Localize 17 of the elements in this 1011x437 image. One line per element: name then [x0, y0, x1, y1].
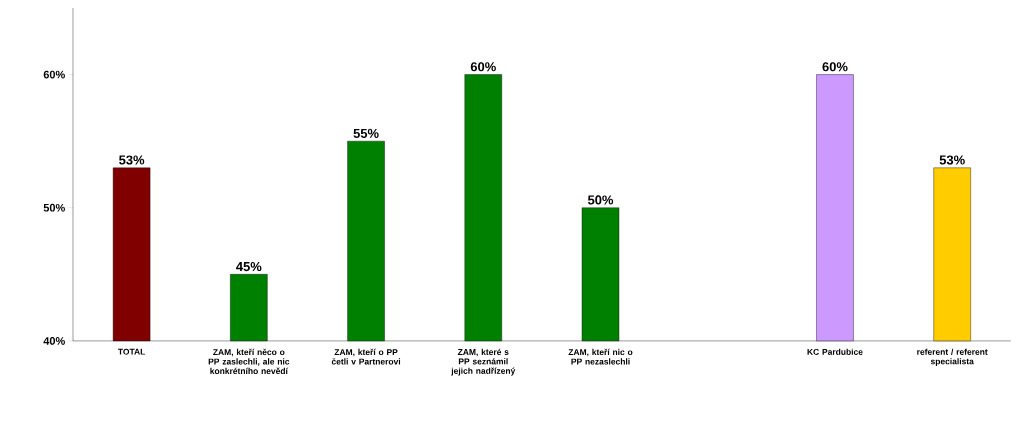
data-label: 60%: [470, 62, 496, 72]
data-label: 53%: [939, 155, 965, 165]
data-label: 45%: [236, 262, 262, 272]
data-label: 53%: [119, 155, 145, 165]
x-tick-label: referent / referent specialista: [917, 348, 988, 367]
x-tick-label: ZAM, které s PP seznámil jejich nadřízený: [451, 348, 516, 376]
x-tick-label: KC Pardubice: [807, 348, 863, 355]
data-label: 50%: [587, 195, 614, 205]
x-tick-label: TOTAL: [117, 348, 146, 355]
x-tick-label: ZAM, kteří něco o PP zaslechli, ale nic konkrétního nevědí: [208, 348, 290, 375]
data-label: 60%: [822, 62, 848, 72]
x-tick-label: ZAM, kteří nic o PP nezaslechli: [568, 348, 633, 365]
y-tick-label: 60%: [43, 70, 65, 79]
data-label: 55%: [353, 128, 379, 138]
y-tick-label: 50%: [43, 203, 65, 212]
y-tick-label: 40%: [43, 337, 65, 345]
x-tick-label: ZAM, kteří o PP četli v Partnerovi: [331, 348, 401, 365]
